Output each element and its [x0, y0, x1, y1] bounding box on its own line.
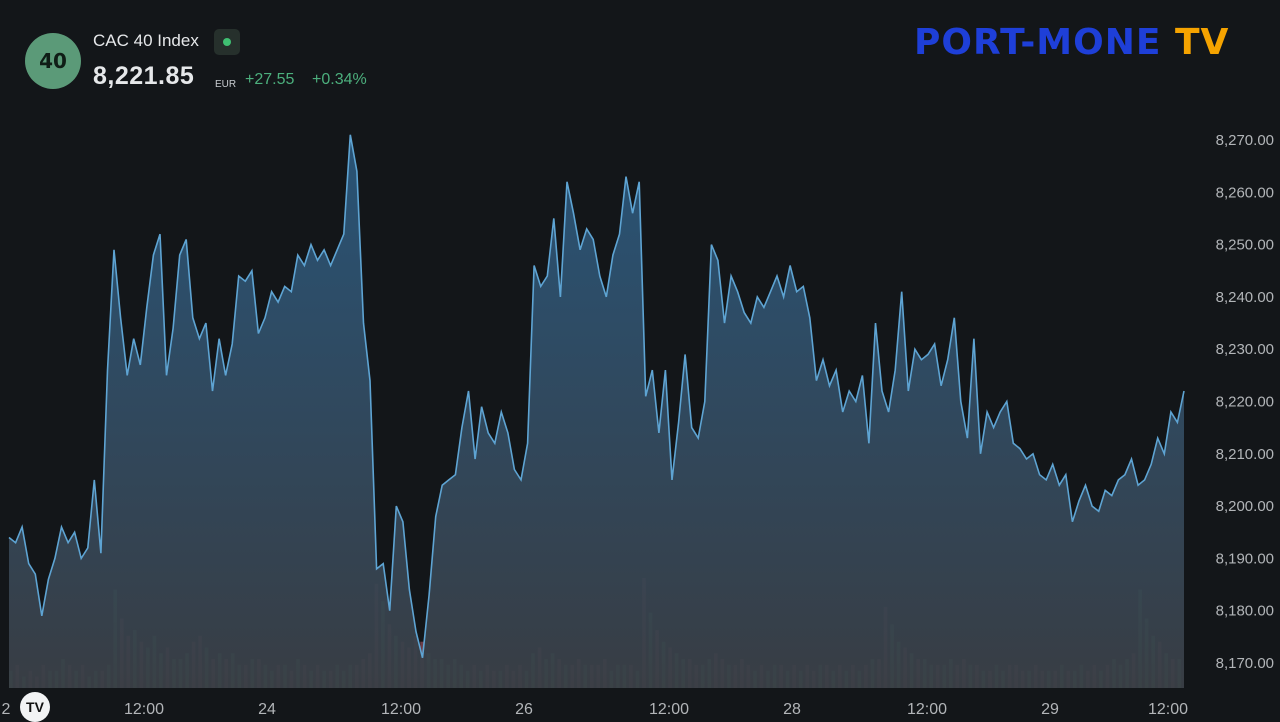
- time-axis[interactable]: 2 12:00 24 12:00 26 12:00 28 12:00 29 12:00: [2, 701, 1189, 718]
- symbol-badge[interactable]: 40: [25, 33, 81, 89]
- y-tick-label: 8,180.00: [1216, 603, 1274, 620]
- y-tick-label: 8,250.00: [1216, 237, 1274, 254]
- price-axis[interactable]: 8,270.00 8,260.00 8,250.00 8,240.00 8,230.00…: [1216, 132, 1274, 672]
- x-tick-label: 2: [2, 701, 11, 718]
- x-tick-label: 12:00: [907, 701, 947, 718]
- symbol-title[interactable]: CAC 40 Index: [93, 31, 199, 50]
- last-price: 8,221.85: [93, 62, 195, 90]
- x-tick-label: 12:00: [1148, 701, 1188, 718]
- channel-logo-main: PORT-MONE: [914, 22, 1162, 63]
- x-tick-label: 24: [258, 701, 276, 718]
- price-change-percent: +0.34%: [312, 71, 367, 88]
- market-status-indicator[interactable]: [214, 29, 240, 55]
- price-area: [9, 134, 1184, 689]
- y-tick-label: 8,170.00: [1216, 655, 1274, 672]
- y-tick-label: 8,260.00: [1216, 184, 1274, 201]
- x-tick-label: 12:00: [124, 701, 164, 718]
- x-tick-label: 28: [783, 701, 801, 718]
- price-change: +27.55: [245, 71, 295, 88]
- y-tick-label: 8,200.00: [1216, 498, 1274, 515]
- x-tick-label: 12:00: [381, 701, 421, 718]
- y-tick-label: 8,210.00: [1216, 446, 1274, 463]
- price-line: [8, 134, 1185, 658]
- live-dot-icon: [223, 38, 231, 46]
- tradingview-logo-icon[interactable]: TV: [20, 692, 50, 722]
- channel-logo-suffix: TV: [1175, 22, 1230, 63]
- channel-logo: PORT-MONE TV: [914, 22, 1229, 66]
- y-tick-label: 8,220.00: [1216, 394, 1274, 411]
- x-tick-label: 26: [515, 701, 533, 718]
- y-tick-label: 8,270.00: [1216, 132, 1274, 149]
- y-tick-label: 8,230.00: [1216, 341, 1274, 358]
- y-tick-label: 8,190.00: [1216, 550, 1274, 567]
- y-tick-label: 8,240.00: [1216, 289, 1274, 306]
- x-tick-label: 29: [1041, 701, 1059, 718]
- currency-label: EUR: [215, 79, 237, 90]
- x-tick-label: 12:00: [649, 701, 689, 718]
